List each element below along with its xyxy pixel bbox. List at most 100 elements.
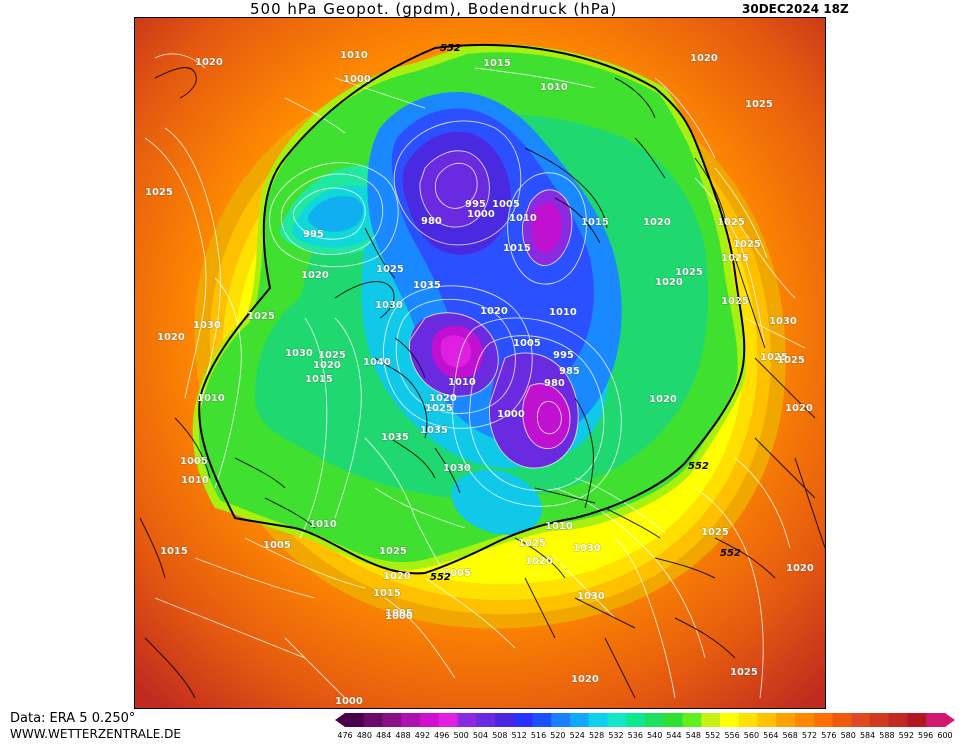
pressure-label: 1015	[503, 243, 531, 254]
legend-tick-label: 576	[821, 731, 836, 740]
legend-swatch	[682, 713, 702, 727]
legend-tick-label: 564	[763, 731, 778, 740]
pressure-label: 1010	[540, 82, 568, 93]
legend-swatch	[738, 713, 758, 727]
pressure-label: 1025	[721, 253, 749, 264]
coastlines	[139, 67, 825, 699]
legend-swatch	[513, 713, 533, 727]
pressure-label: 1020	[643, 217, 671, 228]
pressure-label: 1000	[497, 409, 525, 420]
pressure-label: 1020	[649, 394, 677, 405]
legend-arrow-left	[335, 713, 345, 727]
legend-bar: 476 480 484 488 492 496 500 504 508 512 516 520 524 5…	[335, 713, 955, 740]
pressure-label: 1000	[467, 209, 495, 220]
pressure-label: 1015	[305, 374, 333, 385]
pressure-label: 980	[421, 216, 442, 227]
pressure-label: 1025	[721, 296, 749, 307]
legend-swatch	[813, 713, 833, 727]
legend-swatch	[570, 713, 590, 727]
pressure-labels: 1020 1010 1015 1010 1020 1025 1000 1025 …	[145, 50, 815, 708]
geopotential-552-contour	[198, 43, 746, 575]
pressure-label: 1005	[443, 568, 471, 579]
geopotential-label: 552	[430, 572, 451, 583]
pressure-label: 1025	[318, 350, 346, 361]
pressure-label: 1010	[309, 519, 337, 530]
geopotential-labels: 552 552 552 552	[430, 43, 741, 583]
pressure-label: 1025	[145, 187, 173, 198]
pressure-label: 1025	[777, 355, 805, 366]
legend-swatch	[438, 713, 458, 727]
legend-tick-label: 572	[802, 731, 817, 740]
pressure-label: 1025	[376, 264, 404, 275]
legend-tick-label: 548	[686, 731, 701, 740]
pressure-label: 1005	[263, 540, 291, 551]
pressure-label: 1020	[785, 403, 813, 414]
legend-swatch	[401, 713, 421, 727]
legend-tick-label: 540	[647, 731, 662, 740]
legend-arrow-right	[945, 713, 955, 727]
website-link[interactable]: WWW.WETTERZENTRALE.DE	[10, 727, 181, 741]
pressure-label: 1000	[335, 696, 363, 707]
pressure-label: 980	[544, 378, 565, 389]
pressure-label: 1040	[363, 357, 391, 368]
color-legend: 476 480 484 488 492 496 500 504 508 512 516 520 524 5…	[335, 712, 955, 740]
pressure-label: 1025	[730, 667, 758, 678]
pressure-label: 1025	[247, 311, 275, 322]
pressure-label: 1020	[690, 53, 718, 64]
legend-swatch	[870, 713, 890, 727]
weather-map: 1020 1010 1015 1010 1020 1025 1000 1025 …	[134, 17, 826, 709]
pressure-label: 1015	[160, 546, 188, 557]
geopotential-label: 552	[720, 548, 741, 559]
pressure-label: 1010	[197, 393, 225, 404]
legend-swatch	[851, 713, 871, 727]
geopotential-label: 552	[688, 461, 709, 472]
legend-tick-label: 556	[724, 731, 739, 740]
legend-tick-label: 568	[783, 731, 798, 740]
pressure-label: 1025	[760, 352, 788, 363]
pressure-label: 1010	[181, 475, 209, 486]
pressure-label: 1030	[577, 591, 605, 602]
pressure-label: 1000	[343, 74, 371, 85]
isobar-lines	[144, 53, 806, 699]
legend-swatch	[532, 713, 552, 727]
legend-tick-label: 480	[357, 731, 372, 740]
legend-tick-label: 536	[628, 731, 643, 740]
pressure-label: 1025	[745, 99, 773, 110]
pressure-label: 1005	[385, 608, 413, 619]
pressure-label: 1010	[448, 377, 476, 388]
pressure-label: 1035	[420, 425, 448, 436]
pressure-label: 1030	[285, 348, 313, 359]
legend-tick-label: 524	[570, 731, 585, 740]
chart-title: 500 hPa Geopot. (gpdm), Bodendruck (hPa)	[250, 0, 618, 18]
pressure-label: 1000	[385, 611, 413, 622]
pressure-label: 1030	[193, 320, 221, 331]
legend-tick-label: 496	[434, 731, 449, 740]
pressure-label: 1035	[381, 432, 409, 443]
pressure-label: 1025	[518, 538, 546, 549]
legend-tick-label: 488	[395, 731, 410, 740]
pressure-label: 1025	[379, 546, 407, 557]
legend-swatch	[926, 713, 946, 727]
pressure-label: 1020	[157, 332, 185, 343]
legend-swatch	[663, 713, 683, 727]
legend-tick-label: 512	[512, 731, 527, 740]
pressure-label: 1020	[301, 270, 329, 281]
pressure-label: 1035	[413, 280, 441, 291]
legend-swatch	[720, 713, 740, 727]
pressure-label: 995	[303, 229, 324, 240]
legend-swatch	[757, 713, 777, 727]
legend-tick-label: 552	[705, 731, 720, 740]
legend-tick-label: 592	[899, 731, 914, 740]
legend-swatch	[457, 713, 477, 727]
pressure-label: 1015	[581, 217, 609, 228]
legend-swatch	[645, 713, 665, 727]
pressure-label: 1020	[195, 57, 223, 68]
pressure-label: 1030	[573, 543, 601, 554]
legend-swatch	[626, 713, 646, 727]
geopotential-label: 552	[440, 43, 461, 54]
legend-swatches	[345, 713, 946, 727]
pressure-label: 1025	[425, 403, 453, 414]
pressure-label: 1030	[443, 463, 471, 474]
pressure-label: 1030	[375, 300, 403, 311]
legend-tick-label: 484	[376, 731, 391, 740]
